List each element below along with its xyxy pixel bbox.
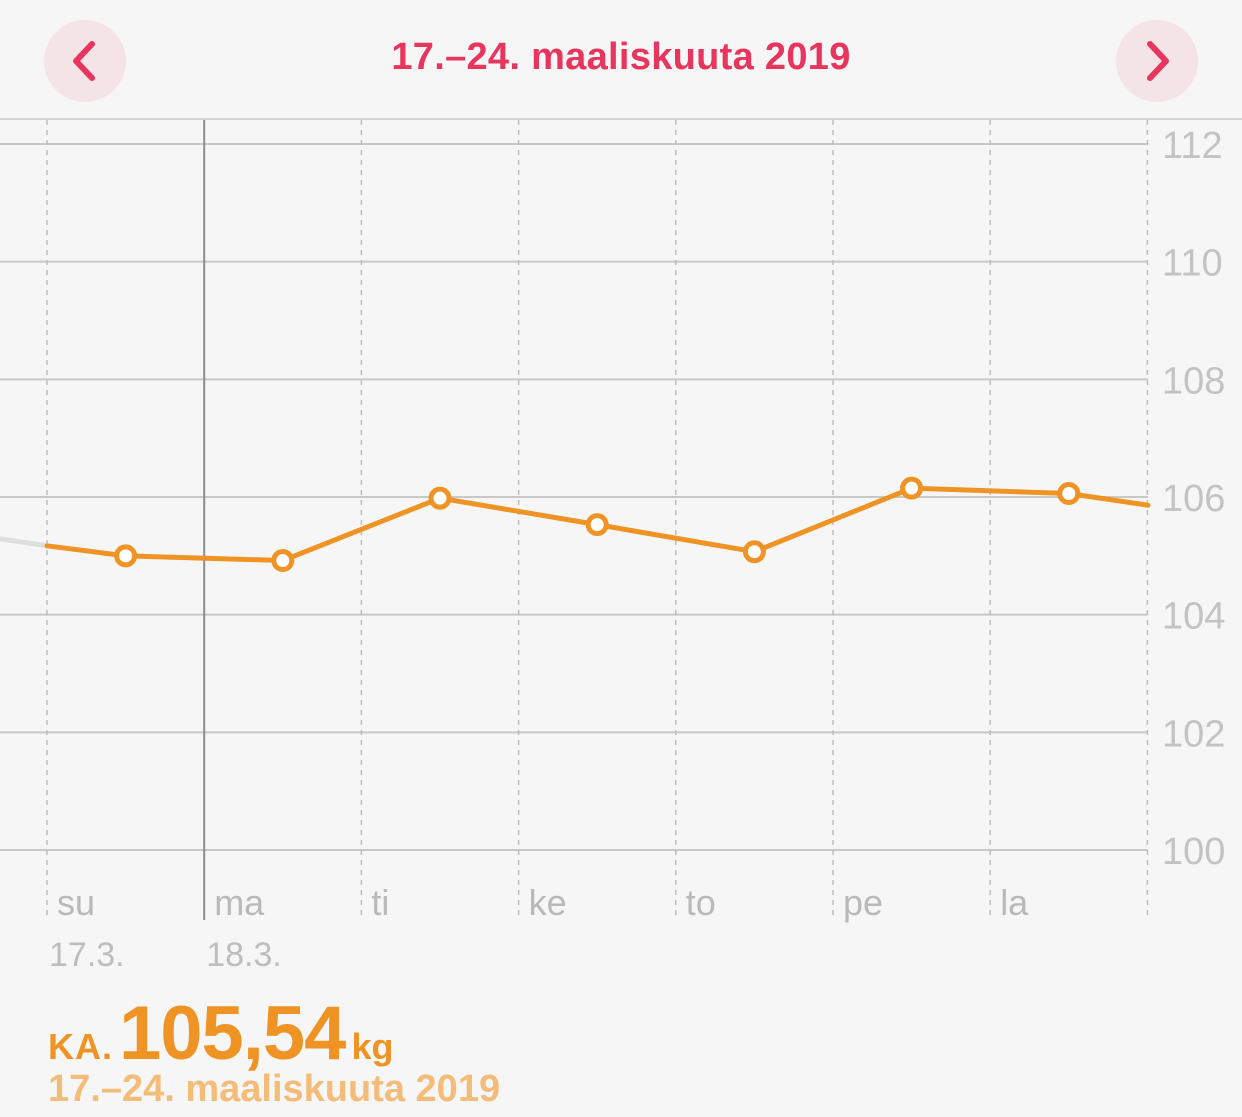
- chevron-right-icon: [1147, 41, 1169, 81]
- series-points: [114, 476, 1081, 573]
- chevron-left-icon: [73, 41, 95, 81]
- x-axis: su ma ti ke to pe la 17.3. 18.3.: [49, 882, 1029, 974]
- chart-grid: [0, 118, 1242, 920]
- day-label: to: [686, 882, 716, 923]
- average-value: 105,54: [119, 991, 346, 1076]
- weight-line-chart[interactable]: 112 110 108 106 104 102 100 su ma ti ke to pe la 17.3…: [0, 118, 1242, 978]
- y-tick-label: 100: [1162, 831, 1225, 873]
- average-unit: kg: [351, 1026, 394, 1067]
- series-line: [0, 485, 1151, 564]
- previous-period-line: [0, 536, 50, 549]
- day-label: ti: [371, 882, 389, 923]
- average-summary: KA.105,54 kg: [48, 990, 393, 1077]
- y-tick-label: 108: [1162, 360, 1225, 402]
- day-label: pe: [843, 882, 883, 923]
- day-label: ma: [214, 882, 265, 923]
- data-point[interactable]: [114, 544, 138, 568]
- data-point[interactable]: [585, 513, 609, 537]
- y-tick-label: 104: [1162, 596, 1225, 638]
- day-label: la: [1000, 882, 1029, 923]
- y-axis: 112 110 108 106 104 102 100: [1162, 125, 1225, 873]
- average-prefix: KA.: [48, 1026, 113, 1067]
- data-point[interactable]: [428, 486, 452, 510]
- day-label: su: [57, 882, 95, 923]
- date-range-title: 17.–24. maaliskuuta 2019: [391, 36, 851, 78]
- data-point[interactable]: [742, 540, 766, 564]
- next-week-button[interactable]: [1116, 20, 1198, 102]
- day-label: ke: [529, 882, 567, 923]
- data-point[interactable]: [900, 476, 924, 500]
- date-label: 17.3.: [49, 936, 125, 974]
- y-tick-label: 106: [1162, 478, 1225, 520]
- data-point[interactable]: [1057, 481, 1081, 505]
- y-tick-label: 102: [1162, 713, 1225, 755]
- previous-week-button[interactable]: [44, 20, 126, 102]
- date-label: 18.3.: [206, 936, 282, 974]
- y-tick-label: 112: [1162, 125, 1223, 167]
- data-point[interactable]: [271, 549, 295, 573]
- header: 17.–24. maaliskuuta 2019: [0, 0, 1242, 120]
- y-tick-label: 110: [1162, 243, 1223, 285]
- summary-date-range: 17.–24. maaliskuuta 2019: [48, 1068, 501, 1110]
